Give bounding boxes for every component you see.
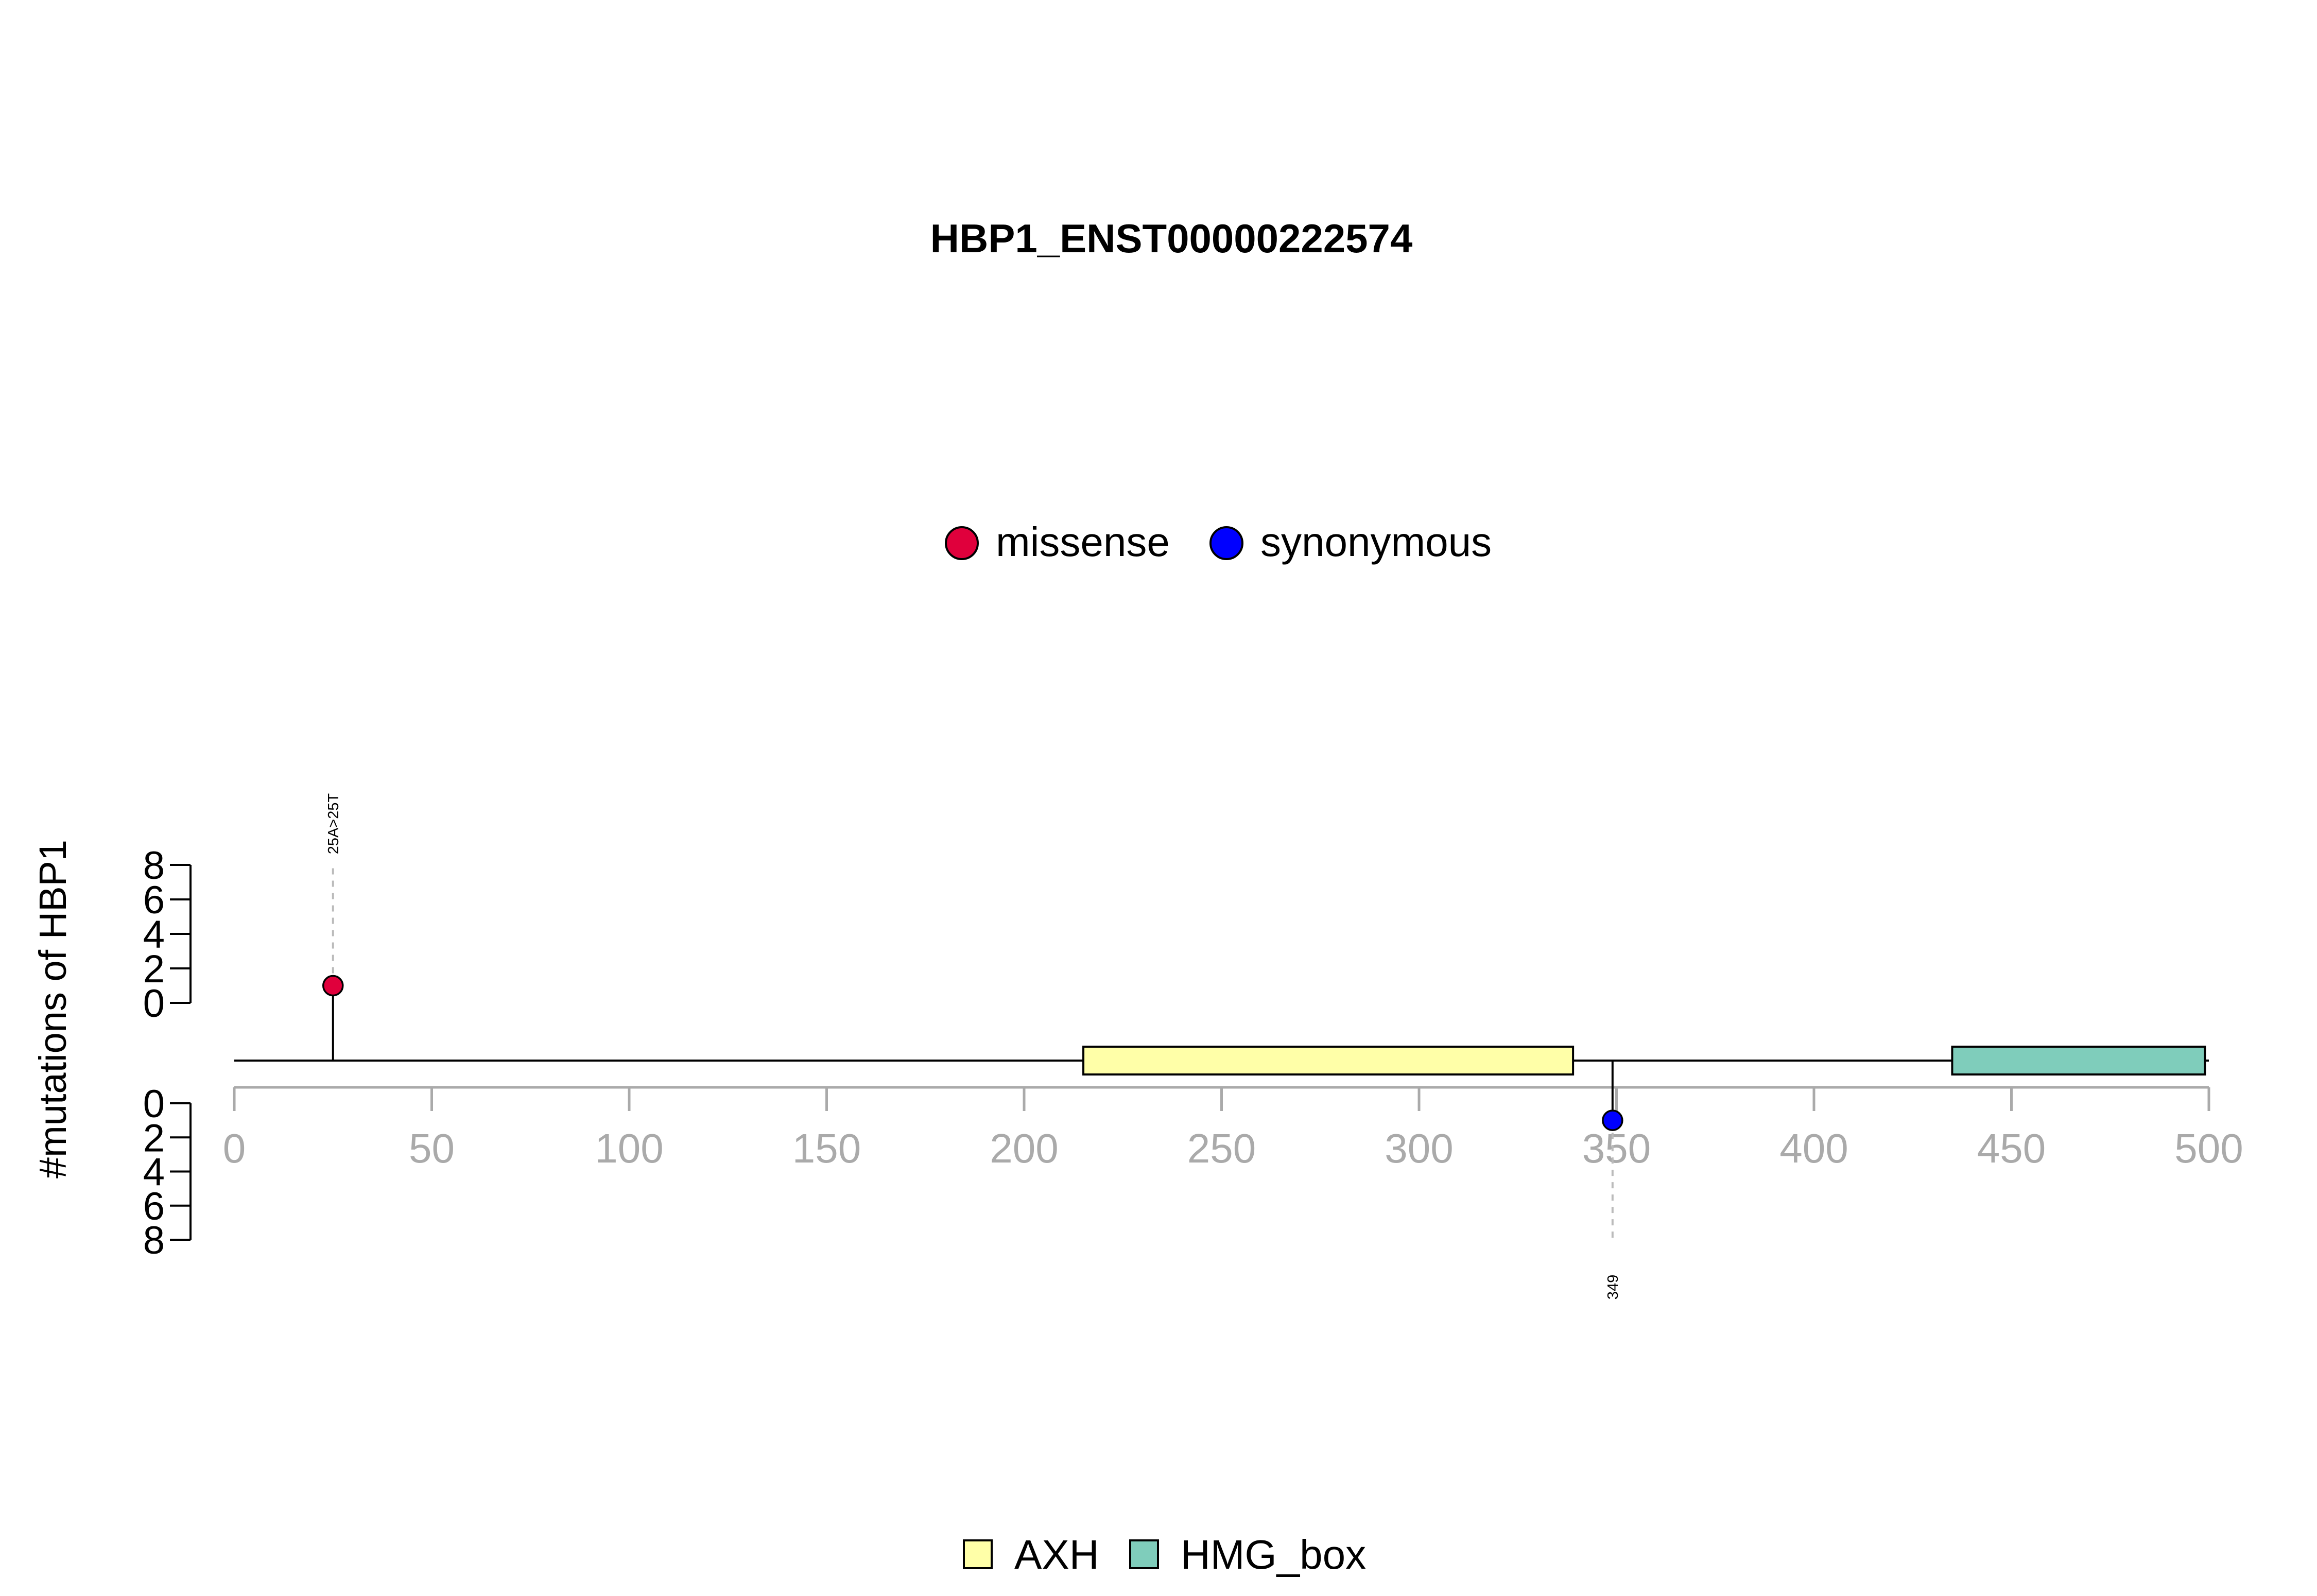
mutation-label: 349 — [1605, 1275, 1621, 1299]
y-bottom-tick-label: 8 — [143, 1219, 165, 1262]
lollipop-head-synonymous — [1602, 1109, 1623, 1131]
domain-legend: AXH HMG_box — [963, 1532, 1366, 1577]
x-tick-label: 150 — [792, 1125, 861, 1171]
x-axis: 0 50 100 150 200 250 300 350 400 450 500 — [223, 1086, 2243, 1171]
x-tick-label: 400 — [1779, 1125, 1848, 1171]
x-tick-label: 500 — [2174, 1125, 2243, 1171]
legend-marker-missense — [945, 526, 979, 560]
mutation-lollipops: 25A>25T 349 — [322, 793, 1623, 1299]
legend-marker-synonymous — [1209, 526, 1243, 560]
domain-legend-swatch-HMG_box — [1129, 1539, 1159, 1569]
domain-legend-label-HMG_box: HMG_box — [1181, 1532, 1366, 1577]
x-tick-label: 250 — [1187, 1125, 1256, 1171]
x-tick-label: 0 — [223, 1125, 246, 1171]
y-axis-label: #mutations of HBP1 — [31, 840, 74, 1178]
domain-AXH — [1082, 1046, 1575, 1075]
y-bottom-tick-label: 0 — [143, 1082, 165, 1126]
domain-legend-label-AXH: AXH — [1014, 1532, 1099, 1577]
x-tick-label: 350 — [1582, 1125, 1651, 1171]
y-top-tick-label: 2 — [143, 947, 165, 991]
x-tick-label: 50 — [409, 1125, 455, 1171]
y-bottom-tick-label: 4 — [143, 1151, 165, 1194]
chart-title: HBP1_ENST00000222574 — [930, 216, 1413, 261]
y-top-tick-label: 0 — [143, 982, 165, 1026]
mutation-legend: missense synonymous — [945, 519, 1492, 565]
y-bottom-tick-label: 2 — [143, 1116, 165, 1160]
domains — [1082, 1046, 2206, 1075]
y-top-tick-label: 4 — [143, 913, 165, 957]
y-top-tick-label: 8 — [143, 844, 165, 888]
x-tick-label: 450 — [1977, 1125, 2046, 1171]
x-tick-label: 200 — [990, 1125, 1058, 1171]
domain-HMG_box — [1951, 1046, 2206, 1075]
legend-label-synonymous: synonymous — [1260, 519, 1492, 565]
y-top-tick-label: 6 — [143, 878, 165, 922]
mutation-label: 25A>25T — [325, 793, 342, 854]
domain-legend-swatch-AXH — [963, 1539, 993, 1569]
legend-label-missense: missense — [996, 519, 1170, 565]
x-tick-label: 300 — [1385, 1125, 1453, 1171]
x-tick-label: 100 — [595, 1125, 663, 1171]
y-bottom-tick-label: 6 — [143, 1185, 165, 1228]
lollipop-head-missense — [322, 975, 344, 997]
